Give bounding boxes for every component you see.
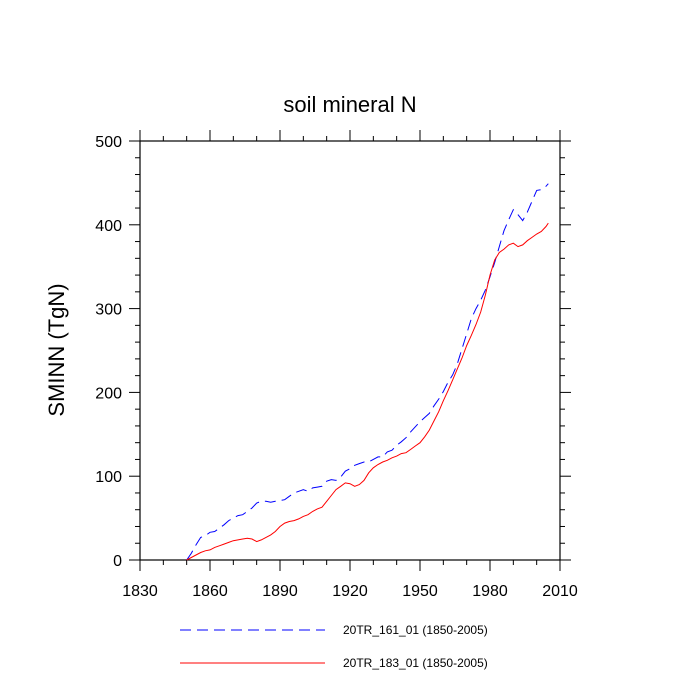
- legend-label-2: 20TR_183_01 (1850-2005): [343, 656, 488, 670]
- legend: 20TR_161_01 (1850-2005) 20TR_183_01 (1850…: [180, 623, 488, 670]
- x-tick-label: 1980: [472, 583, 508, 600]
- y-tick-label: 300: [95, 302, 122, 319]
- y-tick-label: 0: [113, 553, 122, 570]
- x-tick-label: 1830: [122, 583, 158, 600]
- chart-title: soil mineral N: [283, 92, 416, 117]
- plot-frame: [139, 140, 561, 561]
- y-tick-label: 100: [95, 469, 122, 486]
- x-tick-label: 1890: [262, 583, 298, 600]
- x-tick-label: 2010: [542, 583, 578, 600]
- y-tick-label: 400: [95, 218, 122, 235]
- x-tick-label: 1950: [402, 583, 438, 600]
- plot-area: 1830 1860 1890 1920 1950 1980 2010 0 100 200 300 40…: [95, 130, 578, 600]
- y-tick-label: 500: [95, 134, 122, 151]
- legend-label-1: 20TR_161_01 (1850-2005): [343, 623, 488, 637]
- series-line-1: [186, 183, 549, 561]
- y-axis-label: SMINN (TgN): [44, 283, 69, 416]
- x-tick-label: 1920: [332, 583, 368, 600]
- y-tick-label: 200: [95, 385, 122, 402]
- x-tick-label: 1860: [192, 583, 228, 600]
- series-line-2: [186, 222, 549, 561]
